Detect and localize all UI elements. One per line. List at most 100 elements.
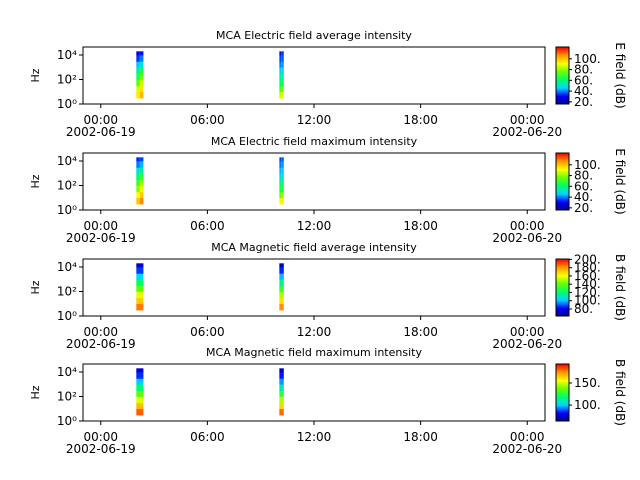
colorbar-segment <box>556 198 569 201</box>
x-date-label: 2002-06-20 <box>492 337 562 351</box>
spectrogram-cell <box>279 179 282 186</box>
colorbar-segment <box>556 171 569 174</box>
colorbar-segment <box>556 287 569 290</box>
colorbar-frame <box>555 258 570 317</box>
spectrogram-cell <box>139 173 144 180</box>
spectrogram-cell <box>281 61 284 68</box>
spectrogram-cell <box>279 384 284 391</box>
spectrogram-cell <box>139 67 144 74</box>
colorbar-segment <box>556 155 569 158</box>
x-tick-label: 06:00 <box>190 113 225 127</box>
colorbar-segment <box>556 278 569 281</box>
spectrogram-cell <box>279 396 284 404</box>
spectrogram-cell <box>281 179 284 186</box>
y-tick-label: 10⁴ <box>57 365 77 379</box>
colorbar-segment <box>556 293 569 295</box>
colorbar-segment <box>556 82 569 85</box>
colorbar-segment <box>556 388 569 390</box>
colorbar-segment <box>556 75 569 78</box>
spectrogram-cell <box>139 85 144 93</box>
colorbar-label: B field (dB) <box>613 359 627 426</box>
spectrogram-cell <box>136 396 144 404</box>
x-tick-label: 18:00 <box>403 430 438 444</box>
colorbar-segment <box>556 197 569 199</box>
spectrogram-cell <box>279 279 284 286</box>
colorbar-segment <box>556 411 569 413</box>
colorbar-segment <box>556 48 569 51</box>
colorbar-segment <box>556 401 569 403</box>
spectrogram-cell <box>279 161 282 168</box>
y-tick-label: 10² <box>57 285 77 299</box>
x-tick-label: 00:00 <box>510 325 545 339</box>
colorbar-segment <box>556 395 569 398</box>
colorbar-segment <box>556 205 569 208</box>
x-date-label: 2002-06-19 <box>66 442 136 456</box>
spectrogram-cell <box>279 197 282 205</box>
spectrogram-cell <box>136 297 144 305</box>
spectrogram-cell <box>279 157 282 162</box>
colorbar-segment <box>556 99 569 102</box>
colorbar-segment <box>556 59 569 62</box>
spectrogram-cell <box>279 191 282 199</box>
colorbar-segment <box>556 261 569 264</box>
x-date-label: 2002-06-19 <box>66 337 136 351</box>
colorbar-segment <box>556 167 569 169</box>
spectrogram-cell <box>139 55 144 62</box>
colorbar-segment <box>556 61 569 63</box>
panel-title: MCA Electric field maximum intensity <box>211 135 418 148</box>
colorbar-segment <box>556 194 569 197</box>
colorbar-segment <box>556 409 569 412</box>
spectrogram-cell <box>136 61 140 68</box>
colorbar-segment <box>556 284 569 287</box>
colorbar-segment <box>556 311 569 314</box>
colorbar-segment <box>556 175 569 178</box>
colorbar-segment <box>556 290 569 293</box>
panel-title: MCA Magnetic field average intensity <box>211 241 417 254</box>
colorbar-segment <box>556 55 569 58</box>
spectrogram-cell <box>136 263 144 268</box>
colorbar-segment <box>556 267 569 270</box>
colorbar-segment <box>556 62 569 65</box>
colorbar-segment <box>556 286 569 288</box>
panel-title: MCA Magnetic field maximum intensity <box>206 346 422 359</box>
spectrogram-cell <box>136 167 140 174</box>
spectrogram-cell <box>279 303 284 311</box>
colorbar-segment <box>556 385 569 388</box>
colorbar-segment <box>556 200 569 202</box>
spectrogram-cell <box>136 303 144 311</box>
colorbar-segment <box>556 405 569 408</box>
colorbar-segment <box>556 182 569 185</box>
colorbar-tick-label: 150. <box>574 376 601 390</box>
colorbar-tick-label: 80. <box>574 63 593 77</box>
colorbar-segment <box>556 161 569 164</box>
spectrogram-cell <box>279 79 282 87</box>
spectrogram-cell <box>136 384 144 391</box>
colorbar-segment <box>556 165 569 168</box>
colorbar-segment <box>556 52 569 55</box>
colorbar-segment <box>556 102 569 105</box>
spectrogram-cell <box>136 191 140 199</box>
colorbar-segment <box>556 180 569 182</box>
colorbar-segment <box>556 264 569 267</box>
colorbar-segment <box>556 413 569 416</box>
colorbar-tick-label: 60. <box>574 179 593 193</box>
spectrogram-cell <box>279 402 284 410</box>
spectrogram-cell <box>139 167 144 174</box>
colorbar-segment <box>556 297 569 300</box>
colorbar-segment <box>556 78 569 81</box>
colorbar-segment <box>556 263 569 265</box>
colorbar-tick-label: 20. <box>574 201 593 215</box>
colorbar-segment <box>556 170 569 172</box>
colorbar-segment <box>556 416 569 419</box>
y-tick-label: 10² <box>57 73 77 87</box>
spectrogram-cell <box>136 67 140 74</box>
colorbar-segment <box>556 185 569 188</box>
colorbar-segment <box>556 273 569 275</box>
colorbar-segment <box>556 415 569 418</box>
colorbar-segment <box>556 56 569 59</box>
spectrogram-cell <box>281 173 284 180</box>
y-tick-label: 10² <box>57 390 77 404</box>
colorbar-segment <box>556 412 569 415</box>
colorbar-label: E field (dB) <box>613 148 627 214</box>
